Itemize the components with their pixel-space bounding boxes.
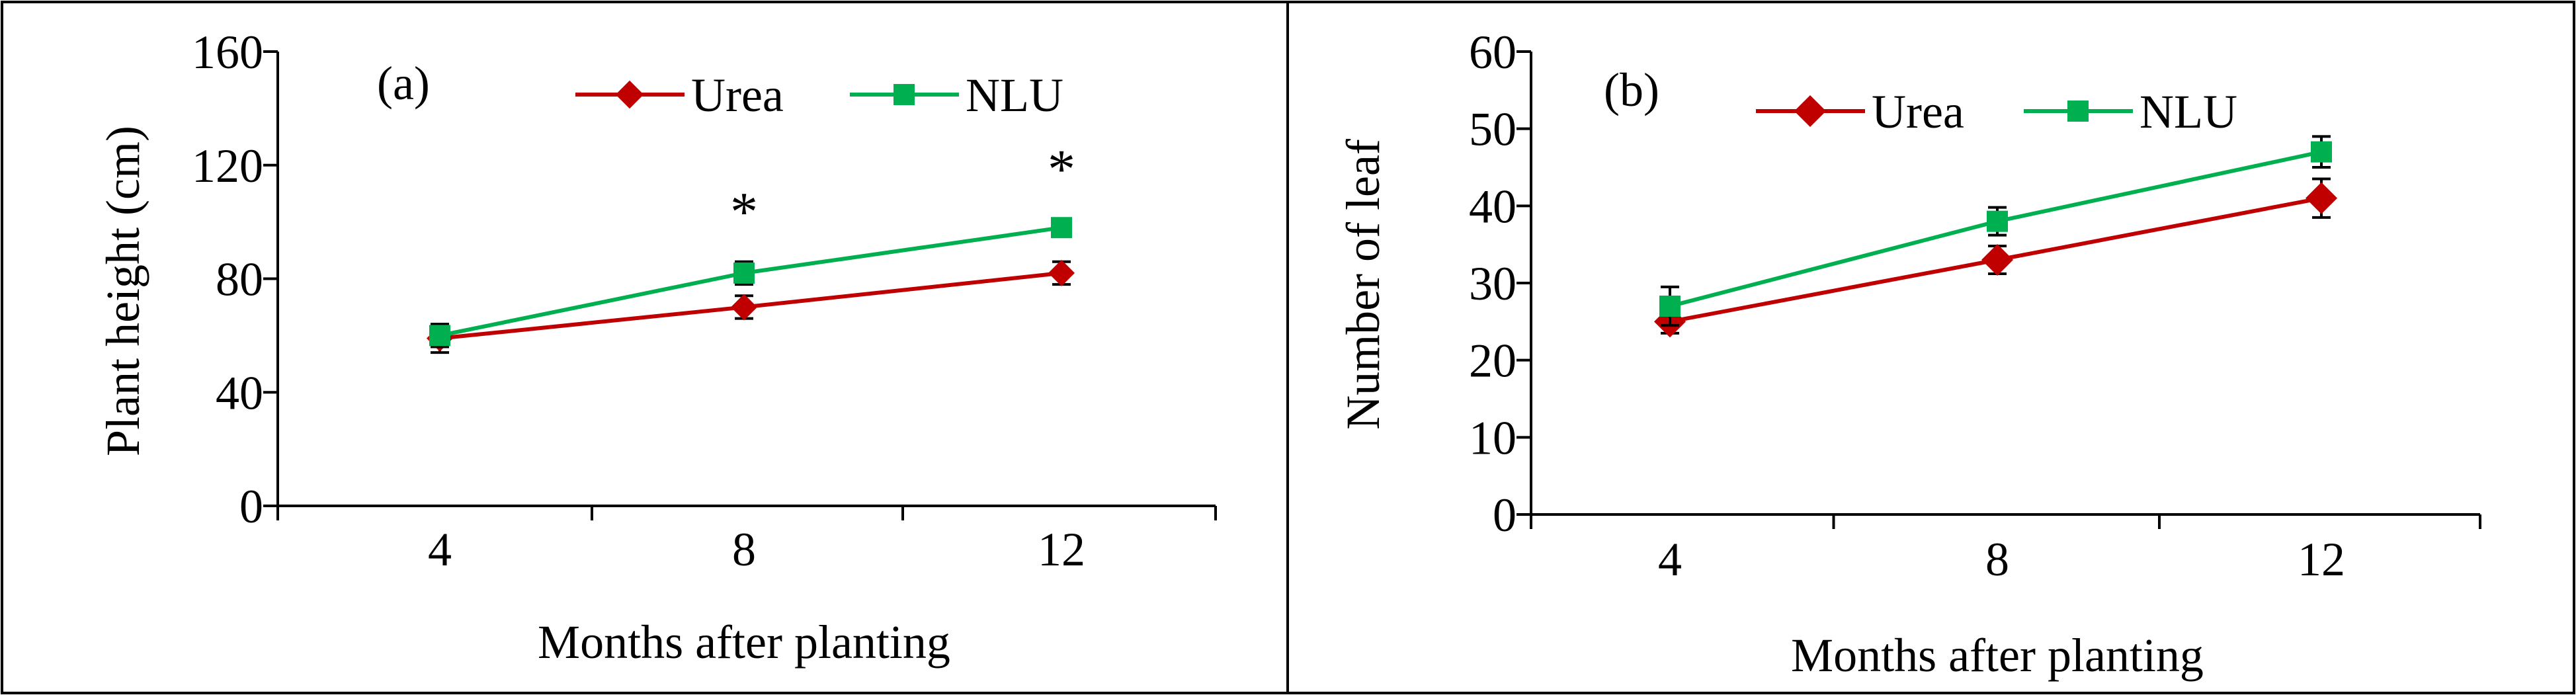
data-point-nlu-a bbox=[733, 262, 755, 284]
x-axis-title-a: Months after planting bbox=[538, 616, 950, 669]
x-axis-title-b: Months after planting bbox=[1791, 629, 2204, 682]
legend-marker-nlu-a bbox=[893, 84, 915, 105]
data-point-urea-b bbox=[2306, 182, 2337, 214]
legend-b: Urea NLU bbox=[1756, 85, 2237, 138]
legend-label-nlu-b: NLU bbox=[2140, 85, 2237, 138]
chart-panel-a: (a) Months after planting Plant height (… bbox=[97, 26, 1217, 669]
y-tick-label-b: 10 bbox=[1469, 411, 1517, 464]
y-tick-label-a: 80 bbox=[216, 253, 263, 306]
data-point-urea-a bbox=[731, 294, 757, 321]
legend-marker-urea-a bbox=[615, 80, 644, 109]
legend-marker-nlu-b bbox=[2067, 101, 2089, 122]
legend-label-urea-a: Urea bbox=[691, 69, 784, 122]
panel-label-a: (a) bbox=[377, 57, 430, 110]
panel-b-frame bbox=[1286, 1, 2575, 694]
chart-panel-b: (b) Months after planting Number of leaf… bbox=[1337, 26, 2481, 682]
x-tick-label-a: 4 bbox=[428, 523, 452, 576]
data-point-urea-a bbox=[1048, 259, 1075, 286]
y-tick-label-b: 60 bbox=[1469, 26, 1517, 79]
y-axis-title-a: Plant height (cm) bbox=[97, 126, 149, 456]
significance-star-a: * bbox=[730, 181, 758, 243]
legend-marker-urea-b bbox=[1794, 95, 1827, 128]
data-point-nlu-a bbox=[429, 325, 450, 347]
y-tick-label-a: 0 bbox=[239, 480, 263, 533]
x-tick-label-a: 8 bbox=[732, 523, 756, 576]
significance-star-a: * bbox=[1048, 138, 1075, 200]
y-tick-label-b: 40 bbox=[1469, 180, 1517, 233]
legend-label-urea-b: Urea bbox=[1872, 85, 1964, 138]
data-point-nlu-b bbox=[1987, 210, 2008, 232]
y-tick-label-b: 20 bbox=[1469, 335, 1517, 388]
data-point-nlu-b bbox=[1659, 296, 1681, 317]
legend-label-nlu-a: NLU bbox=[966, 69, 1063, 122]
x-tick-label-b: 12 bbox=[2298, 533, 2345, 586]
x-tick-label-a: 12 bbox=[1038, 523, 1085, 576]
y-tick-label-a: 120 bbox=[192, 140, 263, 192]
y-axis-title-b: Number of leaf bbox=[1337, 139, 1390, 430]
y-tick-label-a: 40 bbox=[216, 366, 263, 419]
y-tick-label-b: 0 bbox=[1493, 489, 1517, 542]
x-tick-label-b: 4 bbox=[1658, 533, 1682, 586]
legend-a: Urea NLU bbox=[575, 69, 1063, 122]
y-tick-label-b: 50 bbox=[1469, 103, 1517, 156]
y-tick-label-b: 30 bbox=[1469, 257, 1517, 310]
panel-a-frame bbox=[1, 1, 1289, 694]
x-tick-label-b: 8 bbox=[1985, 533, 2009, 586]
data-point-nlu-b bbox=[2311, 141, 2332, 163]
y-tick-label-a: 160 bbox=[192, 26, 263, 79]
data-point-urea-b bbox=[1981, 244, 2013, 276]
panel-label-b: (b) bbox=[1604, 63, 1659, 116]
data-point-nlu-a bbox=[1051, 217, 1072, 239]
